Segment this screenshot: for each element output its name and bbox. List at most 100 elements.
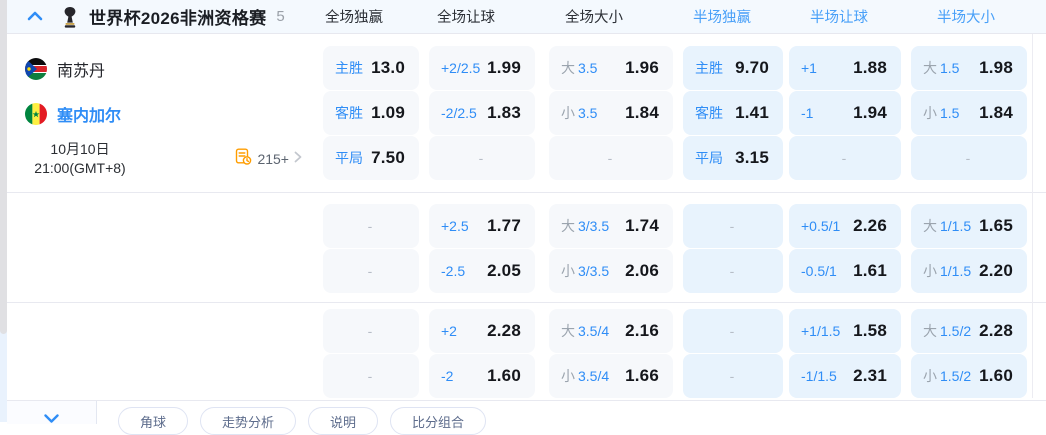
away-team-name: 塞内加尔 (57, 107, 122, 125)
odds-value: 1.60 (487, 366, 521, 385)
odds-value: 2.28 (487, 321, 521, 340)
odds-cell-hcp[interactable]: +2.5 1.77 (429, 204, 535, 248)
odds-cell-empty: - (549, 136, 673, 180)
odds-label: 平局 (335, 150, 363, 166)
odds-cell-empty: - (323, 249, 419, 293)
home-team-row[interactable]: 南苏丹 (7, 46, 323, 91)
odds-value: 2.26 (853, 216, 887, 235)
odds-value: 1.60 (979, 366, 1013, 385)
odds-cell-ml[interactable]: 平局 7.50 (323, 136, 419, 180)
odds-cell-ml[interactable]: 客胜 1.41 (683, 91, 783, 135)
odds-cell-empty: - (683, 354, 783, 398)
odds-cell-ou[interactable]: 小 3/3.5 2.06 (549, 249, 673, 293)
odds-value: 13.0 (371, 58, 405, 77)
footer-pill[interactable]: 比分组合 (390, 407, 487, 435)
odds-cell-hcp[interactable]: -2.5 2.05 (429, 249, 535, 293)
odds-cell-hcp[interactable]: +1/1.5 1.58 (789, 309, 901, 353)
odds-cell-ou[interactable]: 大 3.5 1.96 (549, 46, 673, 90)
odds-label: +0.5/1 (801, 218, 841, 234)
odds-cell-hcp[interactable]: -1/1.5 2.31 (789, 354, 901, 398)
scrollbar-thumb[interactable] (0, 0, 7, 334)
match-info-column: 南苏丹 塞内加尔 (7, 46, 323, 181)
odds-label: -2/2.5 (441, 105, 477, 121)
odds-cell-ou[interactable]: 小 1.5/2 1.60 (911, 354, 1027, 398)
empty-odds-dash: - (367, 263, 373, 279)
over-under-side: 大 (561, 60, 575, 76)
odds-value: 1.99 (487, 58, 521, 77)
home-team-name: 南苏丹 (57, 62, 106, 80)
odds-cell-hcp[interactable]: +1 1.88 (789, 46, 901, 90)
odds-cell-ml[interactable]: 平局 3.15 (683, 136, 783, 180)
odds-cell-ou[interactable]: 大 1/1.5 1.65 (911, 204, 1027, 248)
expand-button[interactable] (7, 401, 97, 424)
odds-value: 2.28 (979, 321, 1013, 340)
odds-cell-empty: - (323, 309, 419, 353)
empty-odds-dash: - (729, 368, 735, 384)
over-under-line: 3.5 (578, 60, 598, 76)
odds-rows-block-1: 主胜 13.0 +2/2.5 1.99 大 3.5 1.96 主胜 9.70 +1 1.88 大 1.5… (323, 46, 1046, 181)
bookmaker-count-link[interactable]: 215+ (235, 148, 302, 170)
odds-cell-ml[interactable]: 主胜 9.70 (683, 46, 783, 90)
odds-cell-hcp[interactable]: +0.5/1 2.26 (789, 204, 901, 248)
odds-cell-ou[interactable]: 大 1.5 1.98 (911, 46, 1027, 90)
chevron-right-icon (294, 150, 302, 168)
empty-info-column (7, 204, 323, 294)
odds-cell-hcp[interactable]: -2 1.60 (429, 354, 535, 398)
odds-cell-ml[interactable]: 客胜 1.09 (323, 91, 419, 135)
odds-label: -0.5/1 (801, 263, 837, 279)
odds-cell-ou[interactable]: 大 1.5/2 2.28 (911, 309, 1027, 353)
over-under-side: 小 (923, 263, 937, 279)
odds-row: 客胜 1.09 -2/2.5 1.83 小 3.5 1.84 客胜 1.41 -1 1.94 小 1.5… (323, 91, 1046, 135)
odds-cell-ou[interactable]: 小 1.5 1.84 (911, 91, 1027, 135)
collapse-button[interactable] (27, 9, 43, 24)
odds-value: 7.50 (371, 148, 405, 167)
odds-value: 1.77 (487, 216, 521, 235)
empty-odds-dash: - (729, 218, 735, 234)
left-scrollbar[interactable] (0, 0, 7, 422)
odds-row: 主胜 13.0 +2/2.5 1.99 大 3.5 1.96 主胜 9.70 +1 1.88 大 1.5… (323, 46, 1046, 90)
odds-cell-ou[interactable]: 小 3.5/4 1.66 (549, 354, 673, 398)
odds-row: - +2.5 1.77 大 3/3.5 1.74- +0.5/1 2.26 大 1/1.5 1.65 (323, 204, 1046, 248)
section-divider (7, 302, 1046, 303)
odds-list-icon (235, 148, 252, 170)
odds-cell-ou[interactable]: 小 1/1.5 2.20 (911, 249, 1027, 293)
odds-rows-block-3: - +2 2.28 大 3.5/4 2.16- +1/1.5 1.58 大 1.5/2 2.28- -… (323, 309, 1046, 399)
odds-cell-hcp[interactable]: -0.5/1 1.61 (789, 249, 901, 293)
odds-cell-empty: - (429, 136, 535, 180)
footer-pill[interactable]: 角球 (118, 407, 189, 435)
odds-value: 1.84 (979, 103, 1013, 122)
odds-cell-ou[interactable]: 小 3.5 1.84 (549, 91, 673, 135)
odds-cell-empty: - (323, 354, 419, 398)
away-team-row[interactable]: 塞内加尔 (7, 91, 323, 136)
odds-value: 2.16 (625, 321, 659, 340)
odds-cell-hcp[interactable]: -1 1.94 (789, 91, 901, 135)
column-header: 全场大小 (565, 10, 623, 26)
odds-value: 2.31 (853, 366, 887, 385)
odds-label: -1/1.5 (801, 368, 837, 384)
column-header: 全场独赢 (325, 10, 383, 26)
odds-value: 2.05 (487, 261, 521, 280)
over-under-line: 1.5/2 (940, 323, 972, 339)
odds-cell-hcp[interactable]: +2/2.5 1.99 (429, 46, 535, 90)
odds-value: 1.65 (979, 216, 1013, 235)
kickoff-time: 10月10日 21:00(GMT+8) (13, 140, 147, 178)
empty-odds-dash: - (729, 263, 735, 279)
over-under-side: 大 (923, 323, 937, 339)
odds-cell-hcp[interactable]: +2 2.28 (429, 309, 535, 353)
odds-cell-hcp[interactable]: -2/2.5 1.83 (429, 91, 535, 135)
odds-label: 客胜 (695, 105, 723, 121)
section-divider (7, 192, 1046, 193)
over-under-line: 3/3.5 (578, 218, 610, 234)
footer-pill[interactable]: 走势分析 (200, 407, 297, 435)
odds-cell-ou[interactable]: 大 3/3.5 1.74 (549, 204, 673, 248)
world-cup-trophy-icon (60, 6, 80, 28)
kickoff-date: 10月10日 (50, 140, 110, 157)
footer-pill[interactable]: 说明 (308, 407, 379, 435)
odds-cell-ou[interactable]: 大 3.5/4 2.16 (549, 309, 673, 353)
odds-cell-ml[interactable]: 主胜 13.0 (323, 46, 419, 90)
odds-cell-empty: - (683, 249, 783, 293)
column-header: 半场独赢 (693, 10, 751, 26)
over-under-side: 小 (561, 263, 575, 279)
odds-cell-empty: - (323, 204, 419, 248)
over-under-line: 1.5/2 (940, 368, 972, 384)
